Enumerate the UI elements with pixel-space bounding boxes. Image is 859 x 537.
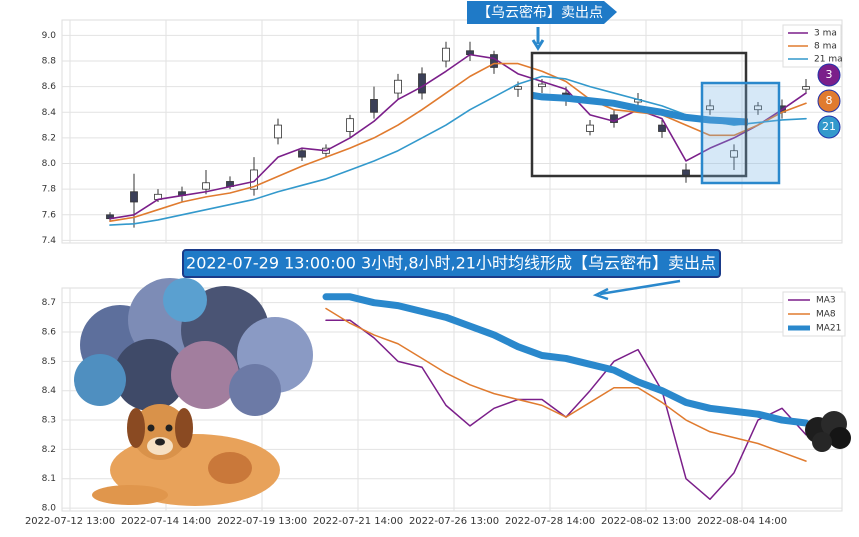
arrow (592, 279, 681, 301)
candle-body (442, 47, 450, 62)
candle-body (538, 83, 546, 88)
badge-label: 3 (826, 68, 833, 81)
candle-body (202, 182, 210, 190)
y-tick-label: 8.7 (42, 298, 56, 308)
y-tick-label: 7.4 (42, 236, 57, 246)
dark-cloud (805, 411, 851, 452)
badge (817, 115, 841, 139)
candle-body (370, 99, 378, 113)
candle-body (298, 150, 306, 158)
y-tick-label: 8.6 (42, 328, 57, 338)
candle-body (394, 79, 402, 94)
candle-body (658, 124, 666, 132)
y-tick-label: 8.0 (42, 504, 57, 514)
legend-label: MA21 (816, 324, 841, 334)
candle-body (586, 124, 594, 132)
banner-box (182, 249, 721, 278)
y-tick-label: 8.4 (42, 108, 57, 118)
y-tick-label: 8.6 (42, 82, 57, 92)
candle-body (706, 105, 714, 111)
ma-line (109, 62, 807, 223)
legend-label: MA8 (816, 310, 836, 320)
candle-body (274, 124, 282, 139)
legend-label: 3 ma (814, 29, 837, 39)
x-tick-label: 2022-07-28 14:00 (505, 516, 595, 527)
x-tick-label: 2022-07-14 14:00 (121, 516, 211, 527)
ma-line (109, 53, 807, 220)
y-tick-label: 7.6 (42, 210, 57, 220)
x-tick-label: 2022-08-04 14:00 (697, 516, 787, 527)
tag-shape (467, 1, 617, 24)
x-tick-label: 2022-07-19 13:00 (217, 516, 307, 527)
badge (817, 89, 841, 113)
legend-label: MA3 (816, 296, 836, 306)
legend-label: 21 ma (814, 55, 843, 65)
dog (92, 404, 280, 506)
arrow (531, 27, 545, 51)
candle-body (754, 105, 762, 111)
badge (817, 63, 841, 87)
y-tick-label: 8.2 (42, 133, 56, 143)
storm-cloud (74, 278, 313, 416)
candle-body (802, 86, 810, 90)
y-tick-label: 8.4 (42, 386, 57, 396)
candle-body (250, 169, 258, 190)
x-tick-label: 2022-07-12 13:00 (25, 516, 115, 527)
annotation: 2022-07-29 13:00:00 3小时,8小时,21小时均线形成【乌云密… (186, 254, 716, 273)
candle-body (346, 118, 354, 132)
badge-label: 8 (826, 94, 833, 107)
plot-area (61, 19, 843, 244)
signal-box (530, 51, 748, 178)
ma-highlight (532, 91, 748, 126)
x-tick-label: 2022-08-02 13:00 (601, 516, 691, 527)
y-tick-label: 7.8 (42, 185, 57, 195)
candle-body (514, 86, 522, 90)
legend-label: 8 ma (814, 42, 837, 52)
ma-line (325, 307, 807, 462)
decoration (74, 278, 851, 506)
annotation: 【乌云密布】卖出点 (477, 4, 603, 21)
candle-body (130, 191, 138, 203)
y-tick-label: 8.5 (42, 357, 56, 367)
signal-zone (700, 81, 781, 185)
y-tick-label: 8.8 (42, 57, 57, 67)
y-tick-label: 8.3 (42, 416, 56, 426)
ma-line (322, 293, 810, 427)
y-tick-label: 8.2 (42, 445, 56, 455)
y-tick-label: 8.0 (42, 159, 57, 169)
candle-body (418, 73, 426, 94)
candle-body (730, 150, 738, 158)
panel: 7.4 7.6 7.8 8.0 8.2 8.4 8.6 8.8 9.0 【乌云密布】卖出点 3 ma… (42, 1, 843, 246)
badge-label: 21 (822, 120, 836, 133)
y-tick-label: 8.1 (42, 474, 56, 484)
x-tick-label: 2022-07-26 13:00 (409, 516, 499, 527)
x-tick-label: 2022-07-21 14:00 (313, 516, 403, 527)
y-tick-label: 9.0 (42, 31, 57, 41)
